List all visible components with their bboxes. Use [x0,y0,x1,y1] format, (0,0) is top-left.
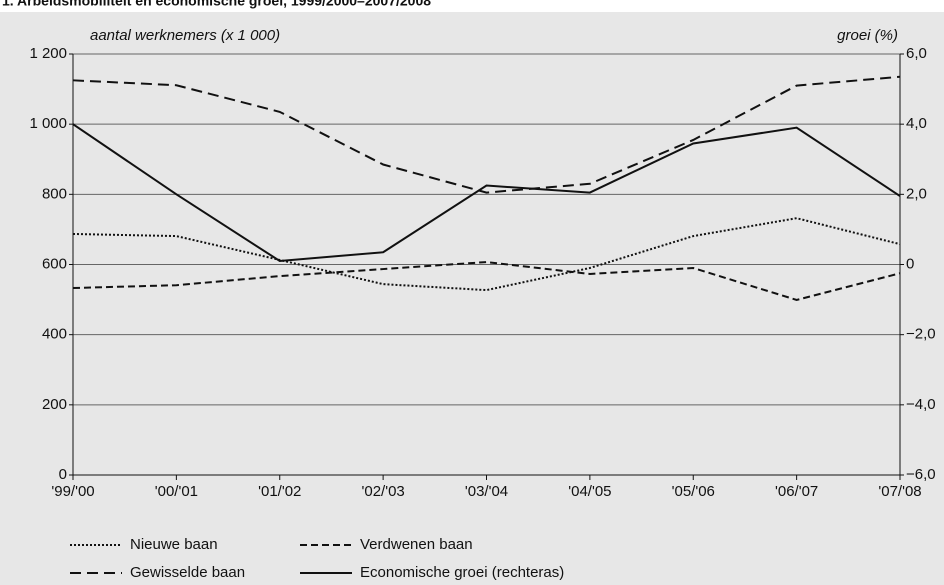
x-tick-label: '07/'08 [878,483,921,500]
x-tick-label: '04/'05 [568,483,611,500]
x-tick-label: '06/'07 [775,483,818,500]
legend-label: Economische groei (rechteras) [360,564,564,581]
x-tick-label: '03/'04 [465,483,508,500]
y2-tick-label: 2,0 [906,185,927,202]
y2-axis-label: groei (%) [837,27,898,44]
y-axis-label: aantal werknemers (x 1 000) [90,27,280,44]
background [0,12,944,585]
y-tick-label: 400 [42,326,67,343]
legend-label: Verdwenen baan [360,536,473,553]
y-tick-label: 200 [42,396,67,413]
legend-label: Nieuwe baan [130,536,218,553]
legend-label: Gewisselde baan [130,564,245,581]
y2-tick-label: 0 [906,255,914,272]
y-tick-label: 800 [42,185,67,202]
series-line [72,75,901,194]
chart-title: 1. Arbeidsmobiliteit en economische groe… [2,0,431,9]
y2-tick-label: 6,0 [906,45,927,62]
x-tick-label: '02/'03 [361,483,404,500]
series-line [72,261,901,301]
y2-tick-label: −6,0 [906,466,936,483]
y-tick-label: 0 [59,466,67,483]
y-tick-label: 600 [42,255,67,272]
y2-tick-label: −4,0 [906,396,936,413]
y2-tick-label: 4,0 [906,115,927,132]
series-line [72,123,901,263]
y2-tick-label: −2,0 [906,326,936,343]
y-tick-label: 1 200 [29,45,67,62]
x-tick-label: '00/'01 [155,483,198,500]
x-tick-label: '01/'02 [258,483,301,500]
x-tick-label: '99/'00 [51,483,94,500]
y-tick-label: 1 000 [29,115,67,132]
x-tick-label: '05/'06 [672,483,715,500]
